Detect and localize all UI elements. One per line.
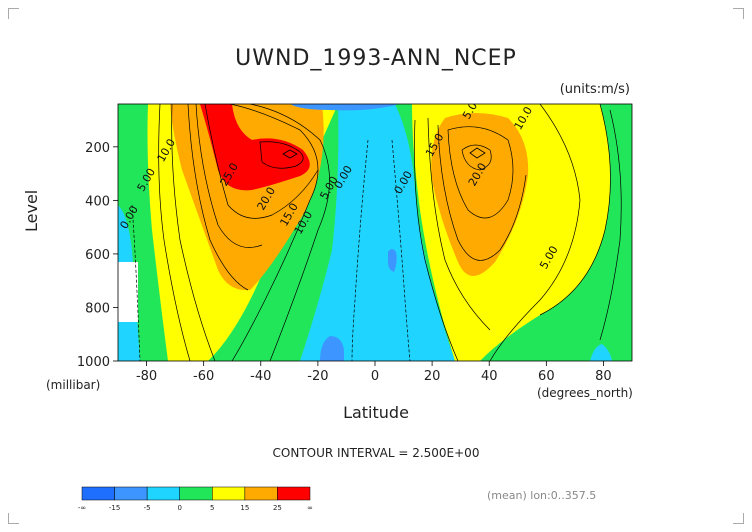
colorbar-label: 25 [273, 504, 282, 512]
contour-line-s27 [259, 141, 304, 169]
corner-mark-bottom-right [733, 513, 744, 524]
contour-line-zero-eq2 [391, 139, 411, 361]
y-tick-label: 200 [85, 141, 110, 156]
fill-band-minus5-0-surface [320, 336, 344, 361]
colorbar-swatch [244, 486, 278, 501]
y-tick-label: 400 [85, 194, 110, 209]
y-tick-label: 800 [85, 301, 110, 316]
jet-core-markers [282, 147, 486, 159]
contour-line-n-polar [599, 109, 622, 341]
contour-line-s-outer [229, 104, 319, 361]
x-tick-label: -20 [307, 369, 328, 384]
colorbar-swatch [114, 486, 148, 501]
corner-mark-top-left [8, 8, 19, 19]
x-tick-label: -40 [250, 369, 271, 384]
units-label: (units:m/s) [559, 82, 630, 97]
x-axis-ticks: -80 -60 -40 -20 0 20 40 60 80 [136, 361, 612, 384]
colorbar-label: -5 [144, 504, 151, 512]
y-tick-label: 1000 [77, 355, 110, 370]
colorbar-swatch [146, 486, 180, 501]
contour-line-n-outer2 [539, 104, 611, 316]
colorbar-swatch [179, 486, 213, 501]
contour-line-s22 [204, 104, 319, 219]
colorbar-label: 15 [240, 504, 249, 512]
colorbar-swatch [81, 486, 115, 501]
fill-band-minus5-0-island [388, 249, 397, 272]
colorbar-label: -15 [109, 504, 120, 512]
x-tick-label: 0 [371, 369, 379, 384]
contour-line-n15 [437, 124, 527, 261]
contour-lines [131, 104, 622, 361]
jet-core-south-marker [282, 149, 298, 159]
x-tick-label: -60 [193, 369, 214, 384]
contour-line-n-outer [489, 104, 581, 361]
colorbar-label: 5 [210, 504, 214, 512]
corner-mark-bottom-left [8, 513, 19, 524]
x-tick-label: 20 [424, 369, 441, 384]
contour-line-n10 [427, 117, 491, 331]
fill-band-0-5-surface-north [590, 344, 612, 361]
x-tick-label: -80 [136, 369, 157, 384]
jet-core-north-marker [469, 147, 486, 159]
colorbar-label: ∞ [307, 504, 313, 512]
contour-line-s12 [171, 104, 216, 361]
fill-band-0-5-center [300, 104, 455, 361]
fill-band-minus5-0-top [290, 104, 400, 111]
colorbar-label: 0 [177, 504, 181, 512]
contour-line-s20 [195, 104, 263, 248]
x-axis-label: Latitude [343, 403, 409, 422]
colorbar-label: -∞ [78, 504, 86, 512]
x-tick-label: 60 [538, 369, 555, 384]
chart-title: UWND_1993-ANN_NCEP [235, 46, 517, 71]
colorbar-swatch [212, 486, 246, 501]
corner-mark-top-right [733, 8, 744, 19]
colorbar-swatch [277, 486, 311, 501]
mean-note: (mean) lon:0..357.5 [487, 489, 597, 502]
contour-line-s-outer2 [249, 104, 330, 361]
contour-line-zero-eq [351, 139, 369, 361]
contour-interval-text: CONTOUR INTERVAL = 2.500E+00 [272, 446, 480, 460]
contour-line-s10 [158, 104, 191, 361]
fill-band-25-plus-south [200, 104, 310, 191]
contour-line-zero-s [131, 204, 141, 361]
x-unit-label: (degrees_north) [537, 386, 633, 400]
contour-line-n5 [414, 119, 459, 361]
fill-missing-south [118, 262, 138, 322]
x-tick-label: 40 [481, 369, 498, 384]
contour-line-n20 [447, 126, 514, 219]
contour-line-s17 [187, 104, 249, 291]
colorbar: -∞ -15 -5 0 5 15 25 ∞ [78, 486, 313, 512]
y-axis-ticks: 200 400 600 800 1000 [77, 141, 118, 370]
y-unit-label: (millibar) [46, 378, 101, 392]
y-tick-label: 600 [85, 248, 110, 263]
fill-band-15-25-north [431, 113, 529, 276]
x-tick-label: 80 [595, 369, 612, 384]
contour-line-n25 [461, 144, 492, 171]
